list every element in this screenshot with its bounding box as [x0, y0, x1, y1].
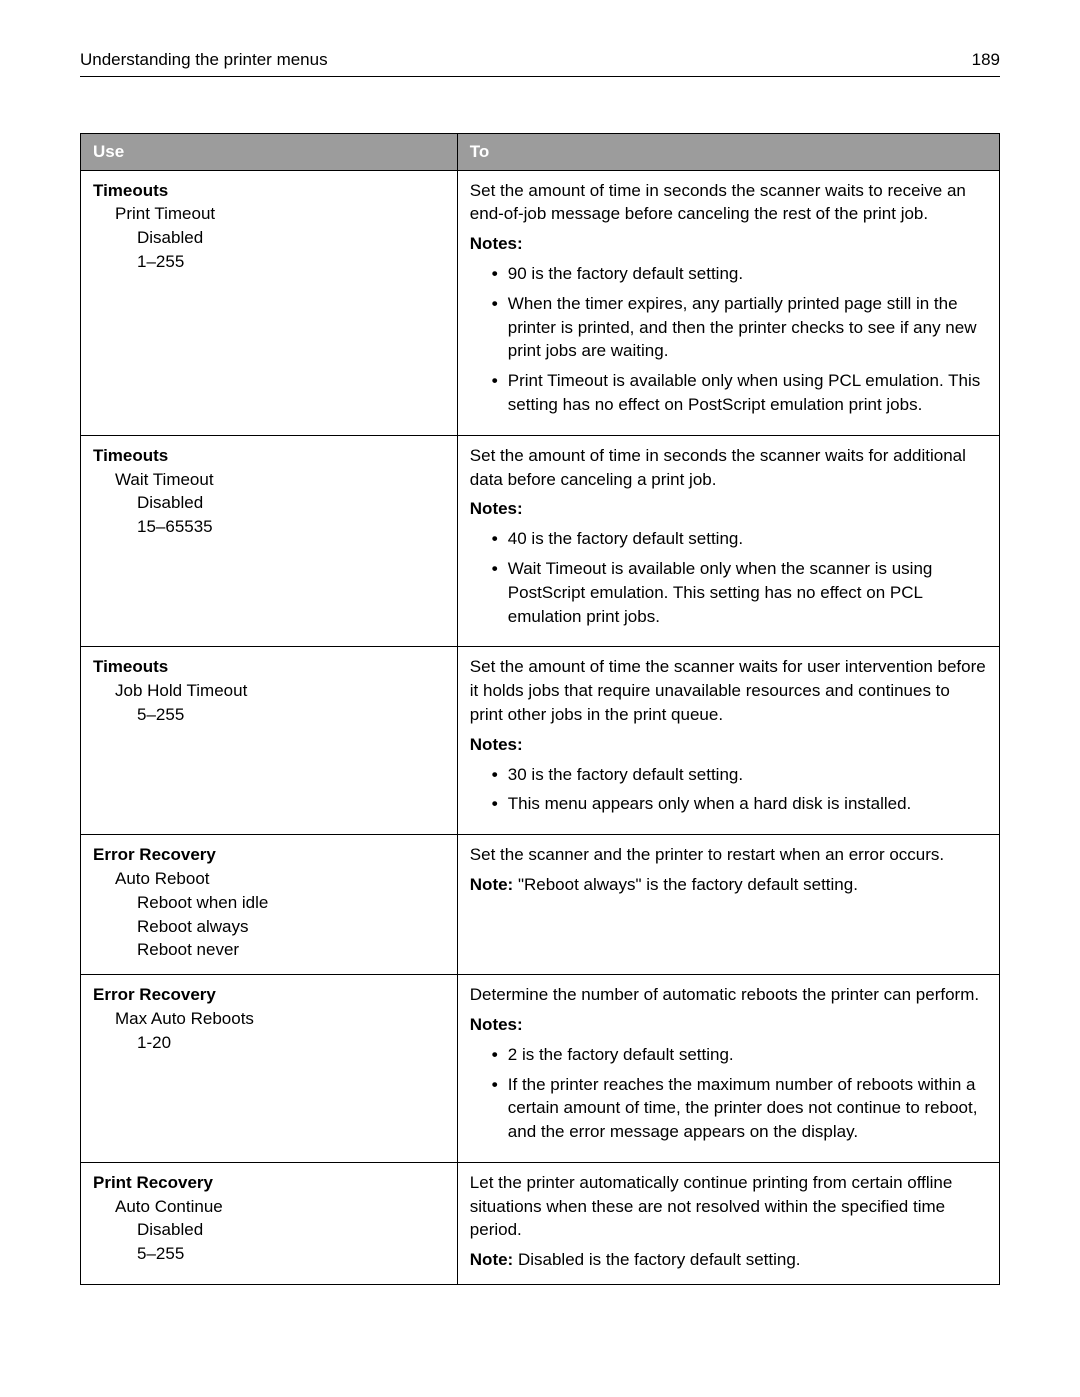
notes-label: Notes: — [470, 497, 987, 521]
page-number: 189 — [972, 48, 1000, 72]
to-cell: Set the scanner and the printer to resta… — [457, 835, 999, 975]
table-row: Timeouts Job Hold Timeout 5–255 Set the … — [81, 647, 1000, 835]
use-level-1: Print Timeout — [115, 202, 445, 226]
note-item: Print Timeout is available only when usi… — [492, 369, 987, 417]
note-item: Wait Timeout is available only when the … — [492, 557, 987, 628]
use-cell: Timeouts Print Timeout Disabled 1–255 — [81, 170, 458, 435]
note-label: Note: — [470, 1250, 513, 1269]
table-row: Timeouts Print Timeout Disabled 1–255 Se… — [81, 170, 1000, 435]
use-level-2: Reboot always — [137, 915, 445, 939]
use-level-2: Disabled — [137, 491, 445, 515]
use-level-1: Max Auto Reboots — [115, 1007, 445, 1031]
use-cell: Print Recovery Auto Continue Disabled 5–… — [81, 1162, 458, 1284]
notes-list: 90 is the factory default setting. When … — [470, 262, 987, 417]
use-level-2: Disabled — [137, 226, 445, 250]
notes-list: 40 is the factory default setting. Wait … — [470, 527, 987, 628]
use-cell: Timeouts Job Hold Timeout 5–255 — [81, 647, 458, 835]
use-level-0: Timeouts — [93, 444, 445, 468]
notes-label: Notes: — [470, 733, 987, 757]
page-title: Understanding the printer menus — [80, 48, 328, 72]
to-cell: Set the amount of time in seconds the sc… — [457, 435, 999, 647]
to-cell: Set the amount of time the scanner waits… — [457, 647, 999, 835]
table-row: Print Recovery Auto Continue Disabled 5–… — [81, 1162, 1000, 1284]
to-description: Determine the number of automatic reboot… — [470, 983, 987, 1007]
to-cell: Set the amount of time in seconds the sc… — [457, 170, 999, 435]
column-header-to: To — [457, 133, 999, 170]
use-level-2: 15–65535 — [137, 515, 445, 539]
table-row: Error Recovery Auto Reboot Reboot when i… — [81, 835, 1000, 975]
to-cell: Determine the number of automatic reboot… — [457, 975, 999, 1163]
use-level-1: Auto Reboot — [115, 867, 445, 891]
note-item: 90 is the factory default setting. — [492, 262, 987, 286]
use-level-2: 1–255 — [137, 250, 445, 274]
use-level-2: Reboot when idle — [137, 891, 445, 915]
note-item: When the timer expires, any partially pr… — [492, 292, 987, 363]
use-level-1: Auto Continue — [115, 1195, 445, 1219]
table-row: Timeouts Wait Timeout Disabled 15–65535 … — [81, 435, 1000, 647]
use-level-2: Reboot never — [137, 938, 445, 962]
notes-label: Notes: — [470, 232, 987, 256]
use-level-1: Job Hold Timeout — [115, 679, 445, 703]
note-item: 40 is the factory default setting. — [492, 527, 987, 551]
settings-table: Use To Timeouts Print Timeout Disabled 1… — [80, 133, 1000, 1285]
note-item: If the printer reaches the maximum numbe… — [492, 1073, 987, 1144]
use-level-2: 5–255 — [137, 1242, 445, 1266]
note-label: Note: — [470, 875, 513, 894]
notes-list: 30 is the factory default setting. This … — [470, 763, 987, 817]
single-note: Note: Disabled is the factory default se… — [470, 1248, 987, 1272]
notes-label: Notes: — [470, 1013, 987, 1037]
use-level-0: Timeouts — [93, 655, 445, 679]
note-text: "Reboot always" is the factory default s… — [513, 875, 858, 894]
use-cell: Error Recovery Max Auto Reboots 1-20 — [81, 975, 458, 1163]
use-level-0: Print Recovery — [93, 1171, 445, 1195]
to-cell: Let the printer automatically continue p… — [457, 1162, 999, 1284]
note-item: 30 is the factory default setting. — [492, 763, 987, 787]
notes-list: 2 is the factory default setting. If the… — [470, 1043, 987, 1144]
to-description: Set the amount of time in seconds the sc… — [470, 444, 987, 492]
single-note: Note: "Reboot always" is the factory def… — [470, 873, 987, 897]
use-level-0: Error Recovery — [93, 983, 445, 1007]
to-description: Set the amount of time the scanner waits… — [470, 655, 987, 726]
note-item: 2 is the factory default setting. — [492, 1043, 987, 1067]
column-header-use: Use — [81, 133, 458, 170]
to-description: Set the amount of time in seconds the sc… — [470, 179, 987, 227]
use-level-2: 1-20 — [137, 1031, 445, 1055]
use-level-0: Timeouts — [93, 179, 445, 203]
use-level-2: 5–255 — [137, 703, 445, 727]
page-header: Understanding the printer menus 189 — [80, 48, 1000, 77]
to-description: Let the printer automatically continue p… — [470, 1171, 987, 1242]
use-level-2: Disabled — [137, 1218, 445, 1242]
note-item: This menu appears only when a hard disk … — [492, 792, 987, 816]
to-description: Set the scanner and the printer to resta… — [470, 843, 987, 867]
use-level-1: Wait Timeout — [115, 468, 445, 492]
use-cell: Timeouts Wait Timeout Disabled 15–65535 — [81, 435, 458, 647]
table-row: Error Recovery Max Auto Reboots 1-20 Det… — [81, 975, 1000, 1163]
use-level-0: Error Recovery — [93, 843, 445, 867]
use-cell: Error Recovery Auto Reboot Reboot when i… — [81, 835, 458, 975]
note-text: Disabled is the factory default setting. — [513, 1250, 800, 1269]
